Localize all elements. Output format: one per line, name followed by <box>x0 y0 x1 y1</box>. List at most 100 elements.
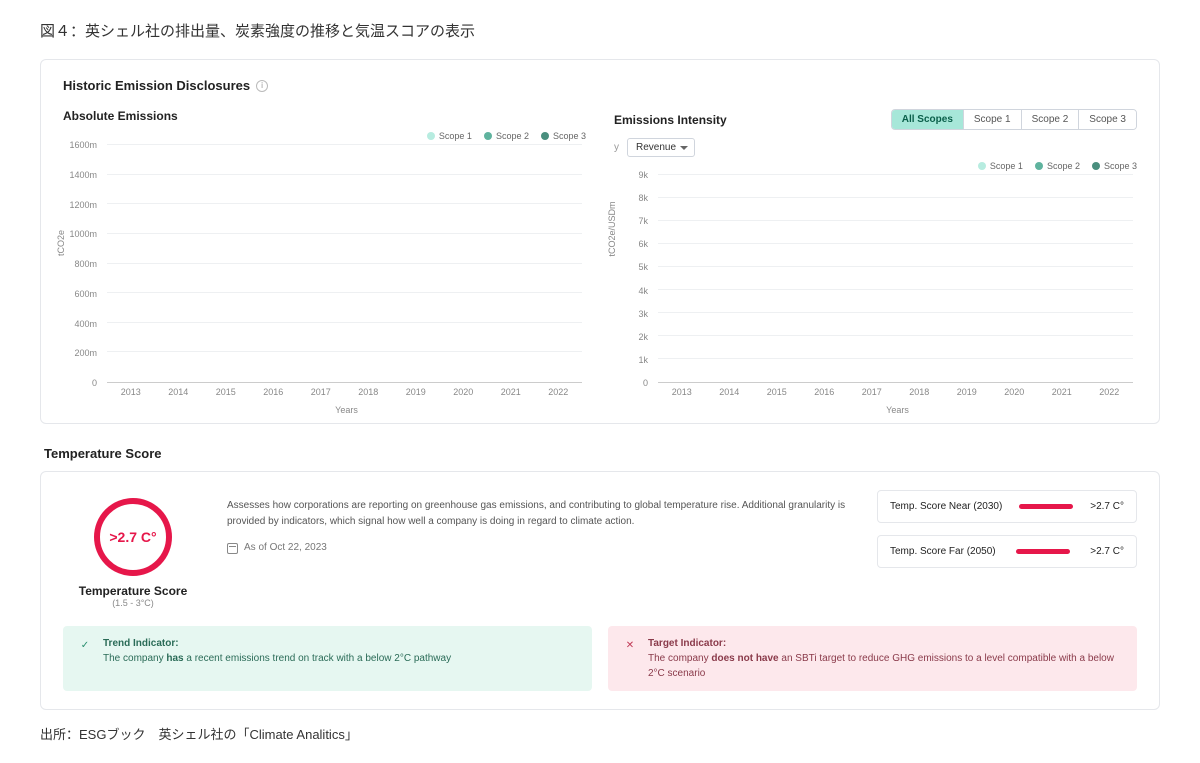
target-text: The company does not have an SBTi target… <box>648 651 1123 681</box>
x-tick: 2021 <box>1045 383 1078 405</box>
intensity-selector-label: y <box>614 142 619 153</box>
legend-item: Scope 1 <box>978 161 1023 171</box>
absolute-y-label: tCO2e <box>56 230 66 256</box>
y-tick: 7k <box>638 216 648 226</box>
legend-item: Scope 1 <box>427 131 472 141</box>
scope-tabs: All ScopesScope 1Scope 2Scope 3 <box>891 109 1137 130</box>
bar-group[interactable] <box>304 145 337 382</box>
scope-tab-all-scopes[interactable]: All Scopes <box>892 110 963 129</box>
legend-item: Scope 2 <box>484 131 529 141</box>
bar-group[interactable] <box>352 145 385 382</box>
bar-group[interactable] <box>494 145 527 382</box>
target-title: Target Indicator: <box>648 636 1123 651</box>
x-tick: 2015 <box>760 383 793 405</box>
absolute-emissions-panel: Absolute Emissions Scope 1Scope 2Scope 3… <box>63 109 586 405</box>
intensity-chart-title: Emissions Intensity <box>614 113 727 127</box>
temperature-section-title: Temperature Score <box>44 446 1160 461</box>
bar-group[interactable] <box>542 145 575 382</box>
x-tick: 2020 <box>998 383 1031 405</box>
intensity-chart: tCO2e/USDm 01k2k3k4k5k6k7k8k9k 201320142… <box>614 175 1137 405</box>
x-tick: 2022 <box>542 383 575 405</box>
x-tick: 2020 <box>447 383 480 405</box>
source-line: 出所：ESGブック 英シェル社の「Climate Analitics」 <box>40 724 1160 743</box>
score-label: Temp. Score Near (2030) <box>890 501 1002 512</box>
y-tick: 9k <box>638 170 648 180</box>
disclosures-title: Historic Emission Disclosures i <box>63 78 1137 93</box>
absolute-legend: Scope 1Scope 2Scope 3 <box>63 131 586 141</box>
bar-group[interactable] <box>209 145 242 382</box>
trend-text: The company has a recent emissions trend… <box>103 651 451 666</box>
y-tick: 1200m <box>69 200 97 210</box>
bar-group[interactable] <box>808 175 841 382</box>
score-value: >2.7 C° <box>1090 546 1124 557</box>
y-tick: 0 <box>643 378 648 388</box>
bar-group[interactable] <box>114 145 147 382</box>
gauge-column: >2.7 C° Temperature Score (1.5 - 3°C) <box>63 490 203 608</box>
bar-group[interactable] <box>998 175 1031 382</box>
disclosures-title-text: Historic Emission Disclosures <box>63 78 250 93</box>
scope-tab-scope-1[interactable]: Scope 1 <box>963 110 1021 129</box>
score-value: >2.7 C° <box>1090 501 1124 512</box>
as-of-text: As of Oct 22, 2023 <box>244 540 327 556</box>
y-tick: 4k <box>638 286 648 296</box>
score-label: Temp. Score Far (2050) <box>890 546 996 557</box>
figure-title: 図４：英シェル社の排出量、炭素強度の推移と気温スコアの表示 <box>40 20 1160 41</box>
temperature-card: >2.7 C° Temperature Score (1.5 - 3°C) As… <box>40 471 1160 710</box>
check-icon: ✓ <box>77 637 93 653</box>
bar-group[interactable] <box>257 145 290 382</box>
bar-group[interactable] <box>713 175 746 382</box>
y-tick: 1400m <box>69 170 97 180</box>
x-tick: 2019 <box>950 383 983 405</box>
bar-group[interactable] <box>399 145 432 382</box>
y-tick: 400m <box>74 319 97 329</box>
x-tick: 2013 <box>114 383 147 405</box>
target-indicator: ✕ Target Indicator: The company does not… <box>608 626 1137 691</box>
intensity-metric-select[interactable]: Revenue <box>627 138 695 157</box>
x-tick: 2022 <box>1093 383 1126 405</box>
bar-group[interactable] <box>665 175 698 382</box>
absolute-x-label: Years <box>335 405 358 415</box>
gauge-label: Temperature Score <box>63 584 203 598</box>
x-tick: 2017 <box>855 383 888 405</box>
calendar-icon <box>227 543 238 554</box>
y-tick: 6k <box>638 239 648 249</box>
score-bar <box>1019 504 1073 509</box>
bar-group[interactable] <box>903 175 936 382</box>
x-tick: 2014 <box>162 383 195 405</box>
y-tick: 800m <box>74 259 97 269</box>
x-tick: 2015 <box>209 383 242 405</box>
bar-group[interactable] <box>447 145 480 382</box>
gauge-range: (1.5 - 3°C) <box>63 598 203 608</box>
absolute-chart: tCO2e 0200m400m600m800m1000m1200m1400m16… <box>63 145 586 405</box>
bar-group[interactable] <box>855 175 888 382</box>
temperature-gauge: >2.7 C° <box>94 498 172 576</box>
scope-tab-scope-2[interactable]: Scope 2 <box>1021 110 1079 129</box>
y-tick: 8k <box>638 193 648 203</box>
intensity-y-label: tCO2e/USDm <box>607 201 617 256</box>
bar-group[interactable] <box>162 145 195 382</box>
legend-item: Scope 3 <box>1092 161 1137 171</box>
as-of-row: As of Oct 22, 2023 <box>227 540 853 556</box>
x-tick: 2019 <box>399 383 432 405</box>
temperature-description-col: Assesses how corporations are reporting … <box>227 490 853 556</box>
x-tick: 2017 <box>304 383 337 405</box>
scope-tab-scope-3[interactable]: Scope 3 <box>1078 110 1136 129</box>
x-tick: 2016 <box>808 383 841 405</box>
bar-group[interactable] <box>1045 175 1078 382</box>
bar-group[interactable] <box>760 175 793 382</box>
info-icon[interactable]: i <box>256 80 268 92</box>
score-box: Temp. Score Far (2050) >2.7 C° <box>877 535 1137 568</box>
bar-group[interactable] <box>1093 175 1126 382</box>
score-bar <box>1016 549 1070 554</box>
bar-group[interactable] <box>950 175 983 382</box>
y-tick: 5k <box>638 262 648 272</box>
y-tick: 3k <box>638 309 648 319</box>
cross-icon: ✕ <box>622 637 638 653</box>
trend-indicator: ✓ Trend Indicator: The company has a rec… <box>63 626 592 691</box>
absolute-chart-title: Absolute Emissions <box>63 109 178 123</box>
x-tick: 2018 <box>903 383 936 405</box>
y-tick: 600m <box>74 289 97 299</box>
x-tick: 2021 <box>494 383 527 405</box>
x-tick: 2016 <box>257 383 290 405</box>
intensity-x-label: Years <box>886 405 909 415</box>
